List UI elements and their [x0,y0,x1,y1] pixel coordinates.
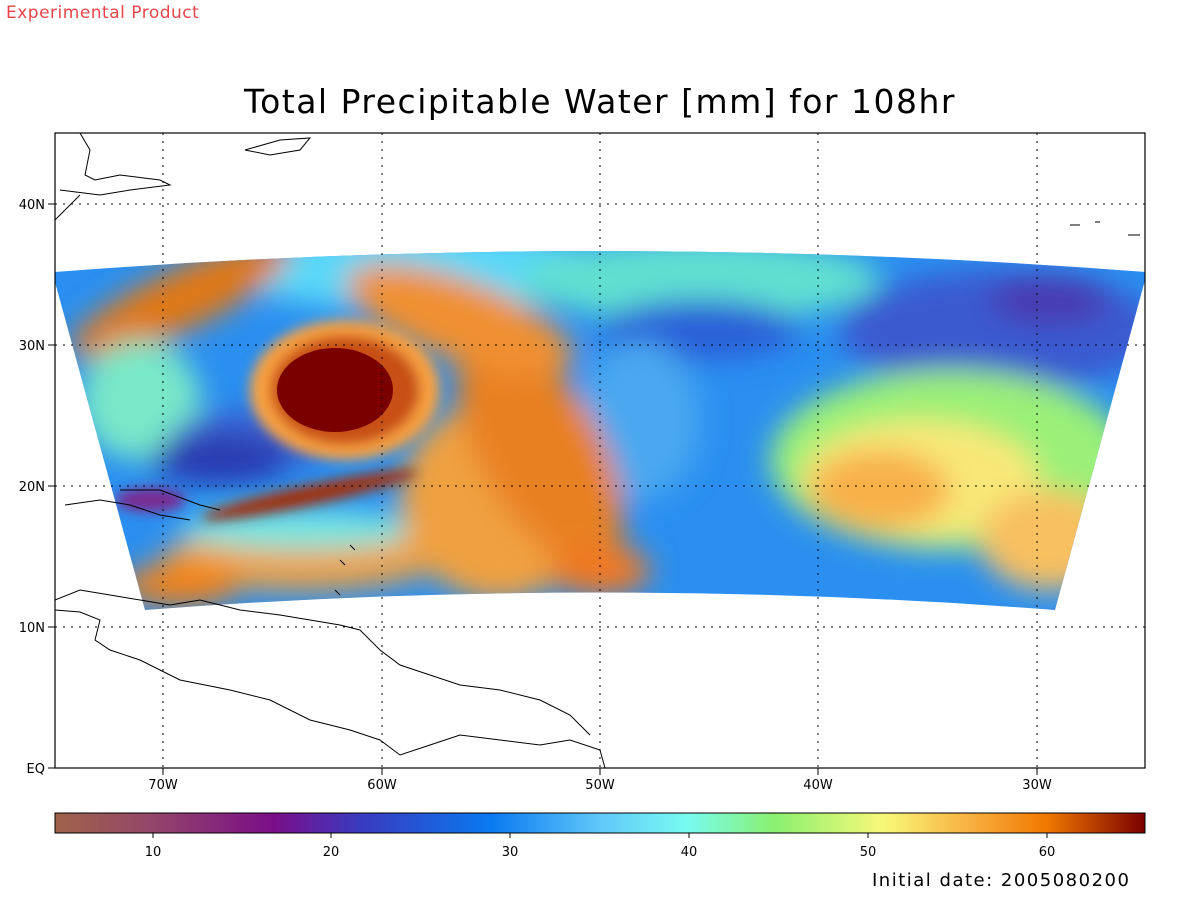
axis-ticks [48,203,1038,775]
tpw-field [55,251,1145,610]
lat-label-20n: 20N [19,480,45,495]
experimental-product-label: Experimental Product [6,3,200,23]
colorbar-label-30: 30 [502,845,519,860]
map-title: Total Precipitable Water [mm] for 108hr [244,82,956,121]
lat-label-10n: 10N [19,621,45,636]
colorbar-label-20: 20 [323,845,340,860]
graticule [55,133,1145,768]
colorbar-ticks [152,833,1048,838]
colorbar-label-60: 60 [1039,845,1056,860]
lat-label-40n: 40N [19,198,45,213]
lon-label-40w: 40W [803,778,833,793]
lon-label-30w: 30W [1022,778,1052,793]
colorbar [54,812,1146,834]
lat-label-eq: EQ [27,762,45,777]
lon-label-70w: 70W [148,778,178,793]
lon-label-60w: 60W [367,778,397,793]
colorbar-label-50: 50 [860,845,877,860]
initial-date-label: Initial date: 2005080200 [872,870,1131,891]
colorbar-label-10: 10 [145,845,162,860]
lon-label-50w: 50W [585,778,615,793]
colorbar-label-40: 40 [681,845,698,860]
lat-label-30n: 30N [19,339,45,354]
coastlines [55,133,1140,768]
